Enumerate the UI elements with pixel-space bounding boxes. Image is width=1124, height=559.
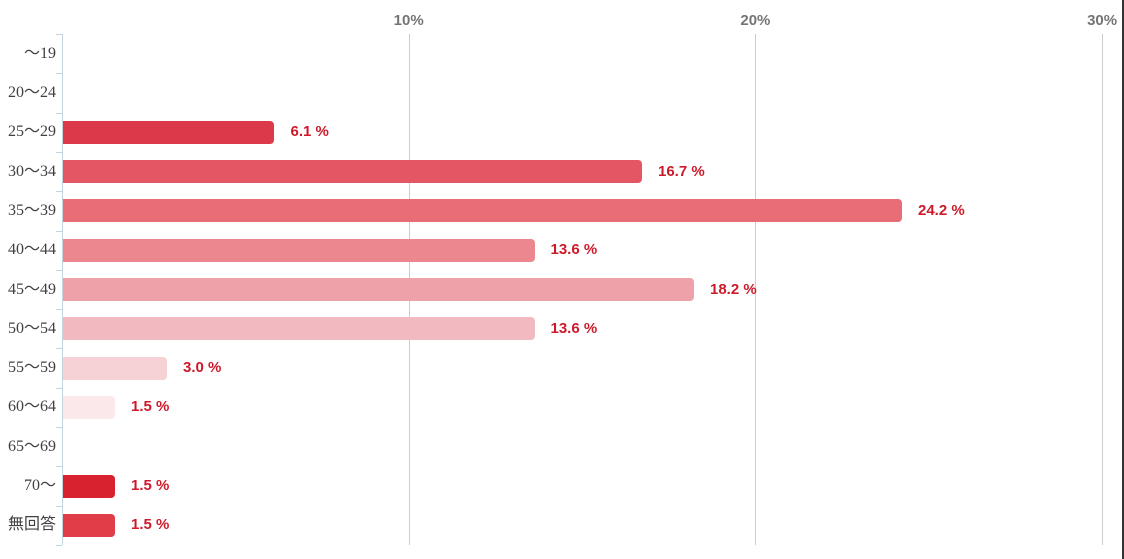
x-gridline xyxy=(1102,34,1104,545)
y-axis-tick xyxy=(56,112,62,114)
x-gridline xyxy=(755,34,757,545)
bar-value-label: 6.1 % xyxy=(290,123,329,141)
bar xyxy=(63,160,642,184)
bar-value-label: 16.7 % xyxy=(657,162,705,180)
bar-value-label: 13.6 % xyxy=(550,241,598,259)
bar xyxy=(63,395,115,419)
x-axis-tick-label: 20% xyxy=(740,12,771,29)
bar-value-label: 3.0 % xyxy=(183,359,222,377)
bar-value-label: 1.5 % xyxy=(131,477,170,495)
y-axis-tick xyxy=(56,348,62,350)
bar-value-label: 1.5 % xyxy=(131,516,170,534)
x-axis-tick-label: 10% xyxy=(393,12,424,29)
y-axis-tick xyxy=(56,387,62,389)
bar xyxy=(63,278,694,301)
bar xyxy=(63,513,115,537)
bar-value-label: 13.6 % xyxy=(550,319,598,337)
y-axis-tick xyxy=(56,73,62,75)
category-label: 無回答 xyxy=(7,516,56,534)
bar xyxy=(63,474,115,498)
y-axis-line xyxy=(62,34,63,545)
y-axis-tick xyxy=(56,191,62,193)
y-axis-tick xyxy=(56,34,62,35)
category-label: 30～34 xyxy=(7,162,56,180)
y-axis-tick xyxy=(56,427,62,429)
bar xyxy=(63,356,167,380)
x-axis-tick-label: 30% xyxy=(1087,12,1118,29)
category-label: 40～44 xyxy=(7,241,56,259)
y-axis-tick xyxy=(56,466,62,468)
category-label: 60～64 xyxy=(7,398,56,416)
category-label: 55～59 xyxy=(7,359,56,377)
category-label: 25～29 xyxy=(7,123,56,141)
category-label: 45～49 xyxy=(7,280,56,298)
category-label: 70～ xyxy=(23,477,56,495)
category-label: 20～24 xyxy=(7,83,56,101)
y-axis-tick xyxy=(56,151,62,153)
category-label: ～19 xyxy=(23,44,56,62)
y-axis-tick xyxy=(56,309,62,311)
bar xyxy=(63,238,535,262)
bar-value-label: 24.2 % xyxy=(918,201,965,219)
category-label: 65～69 xyxy=(7,437,56,455)
category-label: 35～39 xyxy=(7,201,56,219)
category-label: 50～54 xyxy=(7,319,56,337)
bar xyxy=(63,120,275,144)
bar xyxy=(63,199,902,223)
bar-value-label: 1.5 % xyxy=(131,398,170,416)
bar xyxy=(63,317,535,341)
y-axis-tick xyxy=(56,230,62,232)
y-axis-tick xyxy=(56,545,62,546)
y-axis-tick xyxy=(56,505,62,507)
bar-value-label: 18.2 % xyxy=(709,280,757,298)
y-axis-tick xyxy=(56,269,62,271)
